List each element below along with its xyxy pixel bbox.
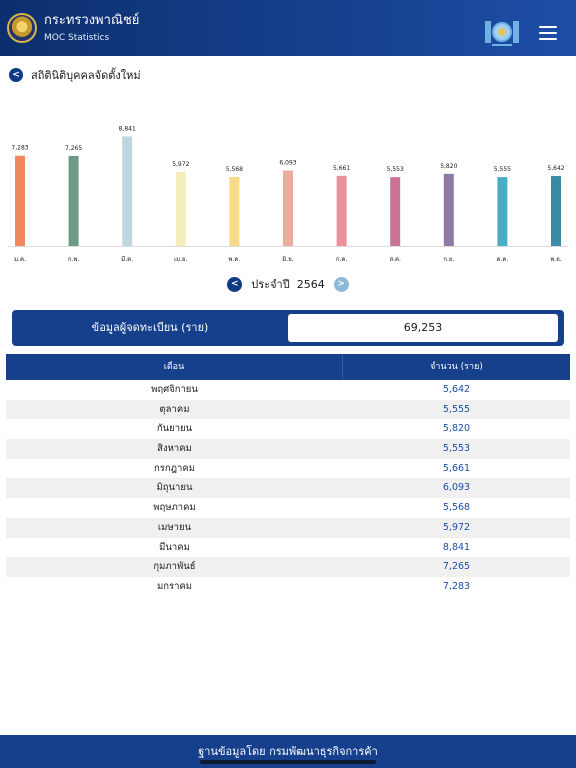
brand-title-english: MOC Statistics xyxy=(44,33,110,43)
cell-month: ตุลาคม xyxy=(159,403,190,415)
monthly-bar-chart: 7,283 ม.ค. 7,265 ก.พ. 8,841 มี.ค. 5,972 เม.ย. 5,… xyxy=(8,125,568,263)
chart-bar[interactable] xyxy=(443,173,454,246)
table-row: เมษายน 5,972 xyxy=(6,517,570,538)
category-tick-label: พ.ย. xyxy=(550,256,561,263)
cell-month: กุมภาพันธ์ xyxy=(153,561,196,573)
home-indicator xyxy=(200,760,376,764)
table-body: พฤศจิกายน 5,642 ตุลาคม 5,555 กันยายน 5,820 สิง… xyxy=(6,380,570,597)
cell-count: 5,555 xyxy=(442,403,471,415)
table-row: กันยายน 5,820 xyxy=(6,419,570,439)
bar-value-label: 5,555 xyxy=(494,166,511,173)
cell-month: มิถุนายน xyxy=(156,482,193,494)
table-header: เดือน จำนวน (ราย) xyxy=(6,354,570,380)
page-title-row: < สถิตินิติบุคคลจัดตั้งใหม่ xyxy=(9,66,141,84)
cell-count: 5,972 xyxy=(442,521,471,533)
category-tick-label: เม.ย. xyxy=(174,256,187,263)
category-tick-label: ก.ค. xyxy=(336,256,348,263)
category-tick-label: ก.พ. xyxy=(68,256,79,263)
table-row: มกราคม 7,283 xyxy=(6,577,570,597)
cell-month: เมษายน xyxy=(157,521,192,533)
brand-title-thai: กระทรวงพาณิชย์ xyxy=(44,13,140,28)
table-row: กุมภาพันธ์ 7,265 xyxy=(6,557,570,577)
table-row: พฤษภาคม 5,568 xyxy=(6,498,570,518)
category-tick-label: มี.ค. xyxy=(121,255,133,263)
chart-bar[interactable] xyxy=(390,177,401,246)
bar-value-label: 5,642 xyxy=(547,165,564,172)
category-tick-label: พ.ค. xyxy=(229,256,241,263)
chevron-left-icon: < xyxy=(231,278,239,289)
cell-month: กันยายน xyxy=(156,423,193,435)
cell-month: พฤศจิกายน xyxy=(151,384,198,395)
chevron-right-icon: > xyxy=(337,278,345,289)
category-tick-label: มิ.ย. xyxy=(282,256,293,263)
bar-value-label: 5,661 xyxy=(333,165,350,172)
cell-count: 5,661 xyxy=(442,462,471,474)
cell-month: พฤษภาคม xyxy=(153,502,196,514)
bar-value-label: 7,283 xyxy=(11,145,28,152)
table-row: มีนาคม 8,841 xyxy=(6,538,570,558)
dbd-logo-icon xyxy=(485,21,519,46)
hamburger-menu-icon[interactable] xyxy=(539,26,557,40)
bar-value-label: 5,972 xyxy=(172,161,189,168)
back-button[interactable]: < xyxy=(9,68,23,82)
chart-bar[interactable] xyxy=(15,155,25,246)
cell-count: 6,093 xyxy=(442,482,471,494)
brand: กระทรวงพาณิชย์ MOC Statistics xyxy=(44,12,139,44)
table-row: พฤศจิกายน 5,642 xyxy=(6,380,570,400)
summary-label: ข้อมูลผู้จดทะเบียน (ราย) xyxy=(91,321,209,334)
app-header: กระทรวงพาณิชย์ MOC Statistics xyxy=(0,0,576,56)
monthly-table: เดือน จำนวน (ราย) พฤศจิกายน 5,642 ตุลาคม 5,… xyxy=(6,354,570,597)
chart-bar[interactable] xyxy=(283,170,293,246)
previous-year-button[interactable]: < xyxy=(227,276,243,292)
chart-bar[interactable] xyxy=(68,155,79,246)
cell-count: 5,568 xyxy=(442,502,471,514)
cell-count: 5,642 xyxy=(442,384,471,395)
category-tick-label: ม.ค. xyxy=(14,256,26,263)
cell-month: มกราคม xyxy=(156,580,193,592)
bar-value-label: 7,265 xyxy=(65,145,82,152)
category-tick-label: ส.ค. xyxy=(389,256,401,263)
year-prefix: ประจำปี xyxy=(251,278,290,291)
bar-value-label: 6,093 xyxy=(279,159,296,166)
table-row: ตุลาคม 5,555 xyxy=(6,399,570,420)
cell-count: 5,553 xyxy=(442,443,471,455)
ministry-seal-icon xyxy=(7,13,37,43)
cell-month: มีนาคม xyxy=(159,541,190,553)
cell-month: สิงหาคม xyxy=(157,443,192,455)
bar-value-label: 5,553 xyxy=(387,166,404,173)
category-tick-label: ก.ย. xyxy=(443,256,454,263)
registration-summary: ข้อมูลผู้จดทะเบียน (ราย) 69,253 xyxy=(12,310,564,346)
cell-count: 5,820 xyxy=(442,423,471,435)
bar-value-label: 8,841 xyxy=(119,125,136,132)
next-year-button[interactable]: > xyxy=(333,276,349,292)
chart-bar[interactable] xyxy=(122,136,133,246)
bar-value-label: 5,568 xyxy=(226,166,243,173)
cell-count: 8,841 xyxy=(442,541,471,553)
chart-bar[interactable] xyxy=(175,171,186,246)
chart-bar[interactable] xyxy=(497,177,508,246)
page-title: สถิตินิติบุคคลจัดตั้งใหม่ xyxy=(31,69,141,82)
bar-value-label: 5,820 xyxy=(440,163,457,170)
year-selector: < ประจำปี 2564 > xyxy=(0,276,576,292)
column-header-count: จำนวน (ราย) xyxy=(430,362,483,372)
summary-total-value: 69,253 xyxy=(288,314,558,342)
table-row: กรกฎาคม 5,661 xyxy=(6,459,570,479)
chart-bar[interactable] xyxy=(336,175,347,246)
chart-bar[interactable] xyxy=(551,176,561,246)
chevron-left-icon: < xyxy=(12,70,20,80)
year-label: ประจำปี 2564 xyxy=(251,275,324,293)
table-row: สิงหาคม 5,553 xyxy=(6,439,570,459)
cell-count: 7,265 xyxy=(442,561,471,573)
category-tick-label: ต.ค. xyxy=(497,256,509,263)
chart-bar[interactable] xyxy=(229,176,240,246)
column-header-month: เดือน xyxy=(6,354,343,380)
cell-count: 7,283 xyxy=(442,580,471,592)
year-value: 2564 xyxy=(296,278,325,291)
cell-month: กรกฎาคม xyxy=(154,462,195,474)
table-row: มิถุนายน 6,093 xyxy=(6,478,570,499)
